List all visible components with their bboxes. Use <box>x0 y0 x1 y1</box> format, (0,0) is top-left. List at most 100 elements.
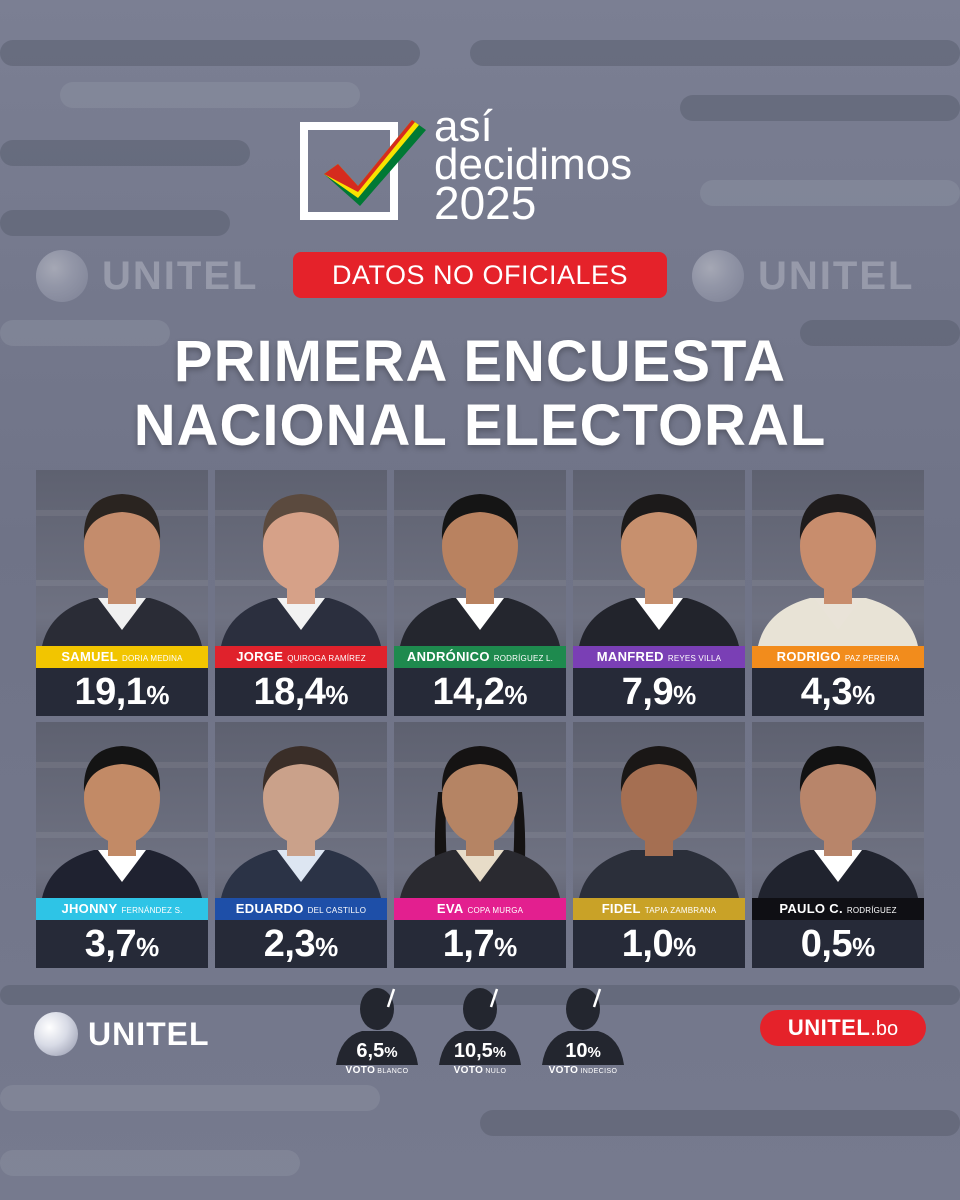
candidate-percentage: 7,9% <box>573 668 745 716</box>
percent-sign: % <box>852 932 876 962</box>
bg-stripe <box>800 320 960 346</box>
percentage-value: 14,2 <box>432 671 505 713</box>
percent-sign: % <box>494 932 518 962</box>
candidate-last-name: COPA MURGA <box>467 906 524 915</box>
percentage-value: 4,3 <box>800 671 853 713</box>
candidate-card: SAMUEL DORIA MEDINA 19,1% <box>36 470 208 716</box>
bg-stripe <box>480 1110 960 1136</box>
vote-blank: 6,5% VOTO BLANCO <box>332 985 422 1080</box>
candidate-last-name: PAZ PEREIRA <box>844 654 900 663</box>
bg-stripe <box>0 1150 300 1176</box>
unitel-logo: UNITEL <box>34 1012 210 1056</box>
vote-label: VOTO BLANCO <box>332 1065 422 1076</box>
unitel-logo-text: UNITEL <box>88 1015 210 1052</box>
percent-sign: % <box>852 680 876 710</box>
logo-year: 2025 <box>434 177 537 229</box>
vote-value: 10% <box>538 1040 628 1063</box>
percent-sign: % <box>315 932 339 962</box>
candidate-card: EDUARDO DEL CASTILLO 2,3% <box>215 722 387 968</box>
candidate-card: RODRIGO PAZ PEREIRA 4,3% <box>752 470 924 716</box>
vote-label: VOTO INDECISO <box>538 1065 628 1076</box>
percentage-value: 18,4 <box>253 671 326 713</box>
candidate-portrait <box>36 746 208 898</box>
candidate-name-bar: JHONNY FERNÁNDEZ S. <box>36 898 208 920</box>
percent-sign: % <box>673 932 697 962</box>
watermark-left: UNITEL <box>36 250 258 302</box>
percent-sign: % <box>587 1044 601 1061</box>
candidate-last-name: DEL CASTILLO <box>307 906 367 915</box>
unofficial-badge: DATOS NO OFICIALES <box>293 252 667 298</box>
candidate-first-name: RODRIGO <box>776 649 841 664</box>
candidate-portrait <box>573 746 745 898</box>
candidate-card: ANDRÓNICO RODRÍGUEZ L. 14,2% <box>394 470 566 716</box>
candidate-portrait <box>215 746 387 898</box>
candidate-last-name: REYES VILLA <box>667 654 722 663</box>
title-line-1: PRIMERA ENCUESTA <box>173 329 787 394</box>
candidate-name-bar: EDUARDO DEL CASTILLO <box>215 898 387 920</box>
percent-sign: % <box>325 680 349 710</box>
bg-stripe <box>0 40 420 66</box>
candidate-name-bar: PAULO C. RODRÍGUEZ <box>752 898 924 920</box>
candidate-last-name: TAPIA ZAMBRANA <box>644 906 717 915</box>
candidate-name-bar: RODRIGO PAZ PEREIRA <box>752 646 924 668</box>
vote-undecided: 10% VOTO INDECISO <box>538 985 628 1080</box>
candidate-portrait <box>752 494 924 646</box>
vote-label-sub: BLANCO <box>377 1068 409 1075</box>
candidate-card: MANFRED REYES VILLA 7,9% <box>573 470 745 716</box>
percentage-value: 19,1 <box>74 671 147 713</box>
bg-stripe <box>700 180 960 206</box>
candidate-last-name: FERNÁNDEZ S. <box>121 906 183 915</box>
candidate-first-name: PAULO C. <box>779 901 843 916</box>
vote-label-sub: NULO <box>485 1068 507 1075</box>
candidate-last-name: QUIROGA RAMÍREZ <box>287 654 366 663</box>
vote-label: VOTO NULO <box>435 1065 525 1076</box>
percentage-value: 1,0 <box>621 923 674 965</box>
website-main: UNITEL <box>787 1015 871 1040</box>
bg-stripe <box>0 140 250 166</box>
bg-stripe <box>60 82 360 108</box>
candidate-portrait <box>394 746 566 922</box>
person-silhouette-icon <box>439 988 521 1065</box>
page-title: PRIMERA ENCUESTA NACIONAL ELECTORAL <box>0 330 960 458</box>
candidate-portrait <box>752 746 924 898</box>
logo-line-1: así <box>434 102 493 151</box>
candidate-first-name: MANFRED <box>596 649 664 664</box>
candidate-percentage: 19,1% <box>36 668 208 716</box>
bg-stripe <box>0 320 170 346</box>
watermark-text: UNITEL <box>758 253 915 298</box>
watermark-text: UNITEL <box>102 253 259 298</box>
title-line-2: NACIONAL ELECTORAL <box>133 393 827 458</box>
percentage-value: 1,7 <box>442 923 495 965</box>
candidate-card: EVA COPA MURGA 1,7% <box>394 722 566 968</box>
candidate-percentage: 4,3% <box>752 668 924 716</box>
website-suffix: .bo <box>870 1018 899 1040</box>
candidate-percentage: 3,7% <box>36 920 208 968</box>
brand-logo-text: así decidimos 2025 <box>434 102 633 229</box>
unitel-ball-icon <box>692 250 744 302</box>
candidate-first-name: EVA <box>436 901 464 916</box>
vote-label-main: VOTO <box>453 1065 484 1076</box>
percent-sign: % <box>146 680 170 710</box>
logo-line-2: decidimos <box>434 140 633 189</box>
bg-stripe <box>0 210 230 236</box>
candidate-portrait <box>573 494 745 646</box>
percentage-value: 7,9 <box>621 671 674 713</box>
candidate-name-bar: SAMUEL DORIA MEDINA <box>36 646 208 668</box>
vote-value: 10,5% <box>435 1040 525 1063</box>
vote-value: 6,5% <box>332 1040 422 1063</box>
candidate-percentage: 14,2% <box>394 668 566 716</box>
percent-sign: % <box>504 680 528 710</box>
candidate-card: PAULO C. RODRÍGUEZ 0,5% <box>752 722 924 968</box>
vote-number: 10,5 <box>453 1040 493 1062</box>
bg-stripe <box>680 95 960 121</box>
candidate-name-bar: FIDEL TAPIA ZAMBRANA <box>573 898 745 920</box>
candidate-last-name: RODRÍGUEZ L. <box>493 654 554 663</box>
person-silhouette-icon <box>336 988 418 1065</box>
percent-sign: % <box>384 1044 398 1061</box>
candidate-name-bar: EVA COPA MURGA <box>394 898 566 920</box>
percentage-value: 0,5 <box>800 923 853 965</box>
candidate-percentage: 18,4% <box>215 668 387 716</box>
candidate-percentage: 0,5% <box>752 920 924 968</box>
ballot-box-icon <box>300 122 398 220</box>
